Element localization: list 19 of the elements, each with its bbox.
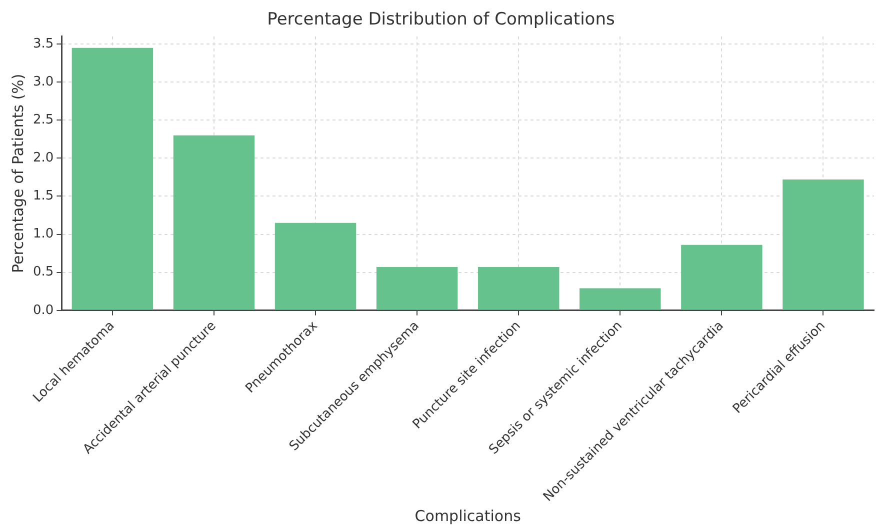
x-axis-title: Complications — [414, 506, 522, 525]
bar — [173, 135, 255, 310]
bar — [478, 267, 560, 310]
y-tick-label: 3.0 — [32, 74, 54, 90]
bar — [274, 222, 356, 310]
y-axis-title: Percentage of Patients (%) — [8, 74, 27, 273]
bar — [376, 267, 458, 310]
bar — [72, 48, 154, 310]
bar — [681, 244, 762, 310]
y-tick-label: 0.0 — [32, 302, 54, 318]
y-tick-label: 1.0 — [32, 226, 54, 242]
y-tick-label: 0.5 — [32, 264, 54, 280]
bar — [580, 288, 661, 310]
y-tick-label: 2.5 — [32, 112, 54, 128]
y-tick-label: 3.5 — [32, 36, 54, 52]
y-tick-label: 2.0 — [32, 150, 54, 166]
chart-title: Percentage Distribution of Complications — [267, 10, 615, 30]
y-tick-label: 1.5 — [32, 188, 54, 204]
bar — [782, 179, 864, 310]
